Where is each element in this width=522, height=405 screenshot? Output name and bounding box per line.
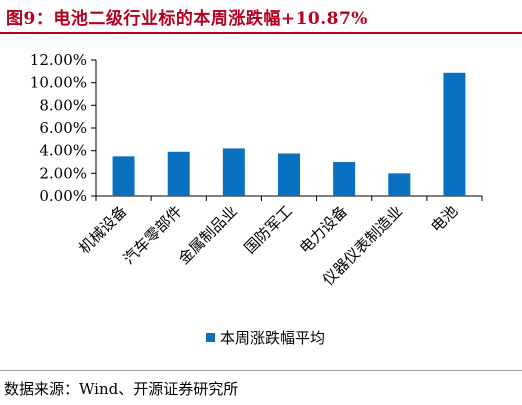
bar [222, 148, 245, 196]
legend-swatch [206, 333, 215, 342]
source-note: 数据来源：Wind、开源证券研究所 [4, 380, 239, 398]
chart-title: 图9：电池二级行业标的本周涨跌幅+10.87% [6, 9, 368, 29]
bar-chart: 0.00% 2.00% 4.00% 6.00% 8.00% 10.00% 12.00% 机械设… [30, 51, 483, 347]
bar [112, 156, 135, 196]
y-tick-label: 10.00% [30, 74, 87, 92]
x-tick-label: 机械设备 [75, 202, 130, 257]
y-tick-label: 8.00% [39, 96, 87, 114]
y-tick-label: 2.00% [39, 164, 87, 182]
bar [388, 173, 411, 196]
x-tick-label: 国防军工 [241, 202, 296, 257]
bar [333, 162, 356, 196]
bar [443, 72, 466, 196]
legend-label: 本周涨跌幅平均 [220, 329, 325, 347]
source-divider [0, 370, 522, 371]
y-tick-label: 4.00% [39, 142, 87, 160]
title-divider [0, 32, 522, 34]
y-tick-label: 6.00% [39, 119, 87, 137]
x-tick-label: 电力设备 [296, 202, 351, 257]
x-tick-label: 汽车零部件 [120, 202, 186, 268]
y-tick-label: 12.00% [30, 51, 87, 69]
y-tick-label: 0.00% [39, 187, 87, 205]
x-tick-label: 电池 [427, 202, 461, 236]
x-tick-label: 金属制品业 [175, 202, 241, 268]
bar [278, 153, 300, 196]
bar [167, 151, 190, 196]
